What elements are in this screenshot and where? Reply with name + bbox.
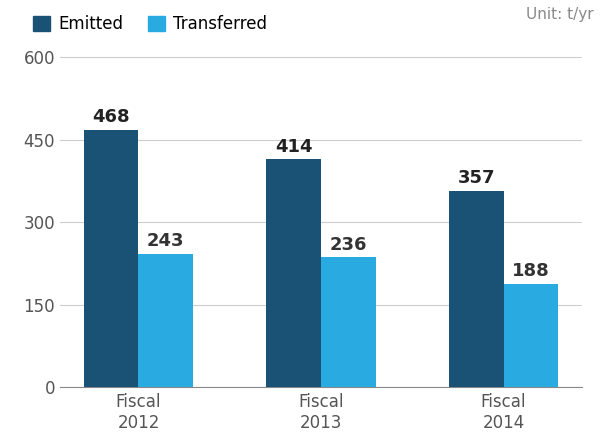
Text: 188: 188 bbox=[512, 262, 550, 280]
Text: 243: 243 bbox=[147, 232, 185, 249]
Text: 357: 357 bbox=[457, 169, 495, 187]
Legend: Emitted, Transferred: Emitted, Transferred bbox=[26, 8, 274, 40]
Bar bbox=[503, 284, 558, 387]
Text: 468: 468 bbox=[92, 108, 130, 126]
Bar bbox=[321, 257, 376, 387]
Bar bbox=[266, 159, 321, 387]
Bar bbox=[139, 253, 193, 387]
Text: 414: 414 bbox=[275, 138, 313, 156]
Bar bbox=[84, 130, 139, 387]
Bar bbox=[449, 191, 503, 387]
Text: Unit: t/yr: Unit: t/yr bbox=[526, 7, 594, 22]
Text: 236: 236 bbox=[329, 235, 367, 253]
